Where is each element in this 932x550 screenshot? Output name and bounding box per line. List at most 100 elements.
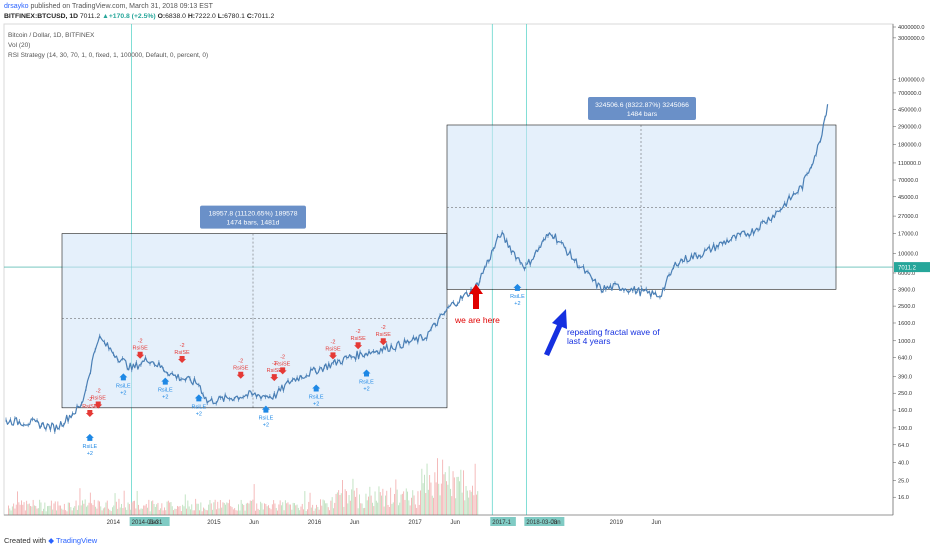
volume-bar [260,501,262,515]
volume-bar [463,470,464,515]
volume-bar [390,487,392,515]
volume-bar [223,502,225,515]
volume-bar [231,507,233,515]
volume-bar [416,507,418,515]
volume-bar [61,508,63,515]
volume-bar [294,503,295,515]
volume-bar [71,510,73,515]
tradingview-logo-icon: ◆ [48,536,54,545]
volume-bar [243,505,245,515]
price-chart[interactable]: 18957.8 (11120.65%) 189578 1474 bars, 148… [0,22,932,534]
volume-bar [41,511,43,515]
volume-bar [127,502,129,515]
sell-arrow-icon [236,371,245,379]
price-tick-label: 3900.0 [898,287,915,293]
buy-arrow-icon [85,433,94,441]
footer-brand[interactable]: TradingView [55,536,98,545]
volume-bar [412,490,414,515]
volume-bar [333,508,334,515]
price-tick-label: 1000.0 [898,339,915,345]
volume-bar [247,502,249,515]
volume-bar [300,506,302,515]
volume-bar [52,509,54,515]
volume-bar [97,500,99,515]
sell-arrow-icon [278,367,287,375]
volume-bar [132,501,134,515]
signal-label: RsiSE [233,366,249,372]
volume-bar [66,511,68,515]
last-price-tag-label: 7011.2 [898,266,917,272]
volume-bar [209,500,211,515]
volume-bar [362,508,364,515]
volume-bar [199,510,200,515]
volume-bar [460,469,462,515]
volume-bar [248,503,250,515]
volume-bar [184,494,186,515]
time-tick-label: Jun [149,520,159,526]
volume-bar [429,475,431,515]
author-link[interactable]: drsayko [4,3,29,10]
volume-bar [158,509,160,515]
volume-bar [23,502,25,515]
price-tick-label: 10000.0 [898,252,918,258]
volume-legend[interactable]: Vol (20) [8,42,31,49]
volume-bar [265,503,267,515]
volume-bar [161,503,163,515]
time-tick-label: Jun [249,520,259,526]
price-tick-label: 40.0 [898,461,909,467]
volume-bar [343,506,345,515]
volume-bar [368,496,369,515]
strategy-legend[interactable]: RSI Strategy (14, 30, 70, 1, 0, fixed, 1… [8,52,209,59]
volume-bar [141,508,143,515]
time-tag-bg [490,517,516,526]
volume-bar [229,499,230,515]
price-tick-label: 3000000.0 [898,36,924,42]
volume-bar [374,491,376,515]
symbol[interactable]: BITFINEX:BTCUSD, 1D [4,13,79,20]
volume-bar [448,466,450,515]
volume-bar [190,509,191,515]
signal-label: RsiSE [267,368,283,374]
volume-bar [204,508,206,515]
price-tick-label: 70000.0 [898,178,918,184]
signal-qty: +2 [514,301,520,307]
volume-bar [287,502,289,515]
volume-bar [392,502,394,515]
volume-bar [210,503,212,515]
volume-bar [258,509,260,515]
volume-bar [388,507,390,515]
volume-bar [108,508,109,515]
measure-label-line2: 1484 bars [627,111,658,118]
volume-bar [346,491,347,515]
volume-bar [165,510,167,515]
volume-bar [361,503,363,515]
volume-bar [329,510,330,515]
volume-bar [264,503,265,515]
volume-bar [245,503,247,515]
volume-bar [136,490,138,515]
signal-qty: -2 [238,359,243,365]
volume-bar [335,493,337,515]
price-axis[interactable]: 4000000.0 3000000.0 1000000.0 700000.0 45000… [892,24,930,515]
volume-bar [339,495,341,515]
volume-bar [35,505,37,515]
volume-bar [57,501,59,515]
fractal-arrow-icon [544,309,567,356]
sell-arrow-icon [178,356,187,364]
chart-legend-title[interactable]: Bitcoin / Dollar, 1D, BITFINEX [8,32,95,39]
volume-bar [387,504,389,515]
volume-bar [30,505,31,515]
measure-box [61,233,448,409]
volume-bar [47,506,48,515]
volume-bar [138,504,139,515]
volume-bar [476,494,477,515]
volume-bar [109,509,111,515]
volume-bar [249,500,251,515]
signal-qty: -2 [280,354,285,360]
volume-bar [379,492,381,515]
volume-bar [225,504,226,515]
volume-bar [331,497,333,515]
volume-bar [292,502,294,515]
signal-label: RsiSE [82,404,98,410]
